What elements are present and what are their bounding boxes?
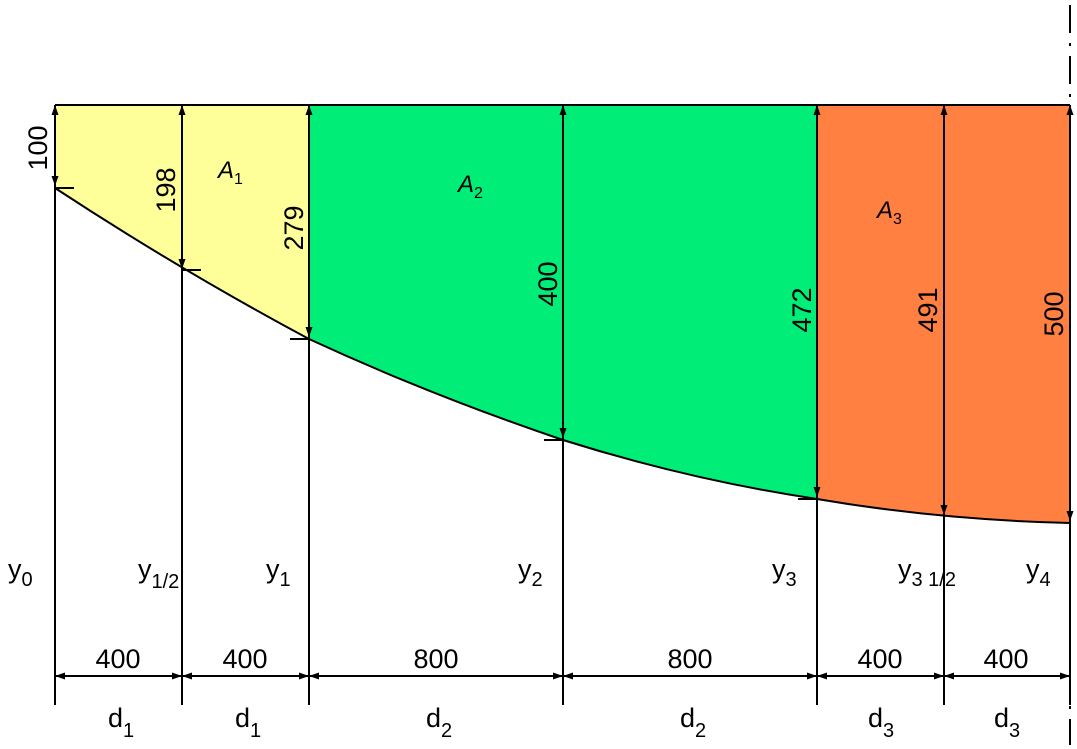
span-length-2: 800 xyxy=(413,644,458,674)
span-symbol-1: d1 xyxy=(235,703,261,742)
span-length-3: 800 xyxy=(667,644,712,674)
ordinate-symbol-5: y3 1/2 xyxy=(898,554,956,591)
span-symbol-5: d3 xyxy=(994,703,1020,742)
ordinate-value-0: 100 xyxy=(23,125,53,170)
span-length-4: 400 xyxy=(857,644,902,674)
ordinate-symbol-6: y4 xyxy=(1026,554,1051,591)
ordinate-symbol-0: y0 xyxy=(8,554,33,591)
span-length-5: 400 xyxy=(983,644,1028,674)
span-symbol-0: d1 xyxy=(108,703,134,742)
span-symbol-4: d3 xyxy=(868,703,894,742)
area-label-a3: A3 xyxy=(875,197,902,228)
span-symbol-2: d2 xyxy=(426,703,452,742)
ordinate-value-3: 400 xyxy=(533,261,563,306)
ordinate-value-4: 472 xyxy=(787,287,817,332)
span-symbol-3: d2 xyxy=(680,703,706,742)
ordinate-arrows xyxy=(51,105,1074,521)
ordinate-symbol-2: y1 xyxy=(266,554,291,591)
area-label-a1: A1 xyxy=(216,157,243,188)
span-length-0: 400 xyxy=(95,644,140,674)
ordinate-symbol-3: y2 xyxy=(518,554,543,591)
ordinate-value-1: 198 xyxy=(151,167,181,212)
ordinate-value-6: 500 xyxy=(1039,291,1069,336)
ordinate-symbol-1: y1/2 xyxy=(138,554,179,593)
ordinate-value-5: 491 xyxy=(913,287,943,332)
ordinate-value-2: 279 xyxy=(279,205,309,250)
ordinate-symbol-4: y3 xyxy=(772,554,797,591)
curve-ticks xyxy=(55,187,817,500)
span-length-1: 400 xyxy=(222,644,267,674)
area-label-a2: A2 xyxy=(456,171,483,202)
